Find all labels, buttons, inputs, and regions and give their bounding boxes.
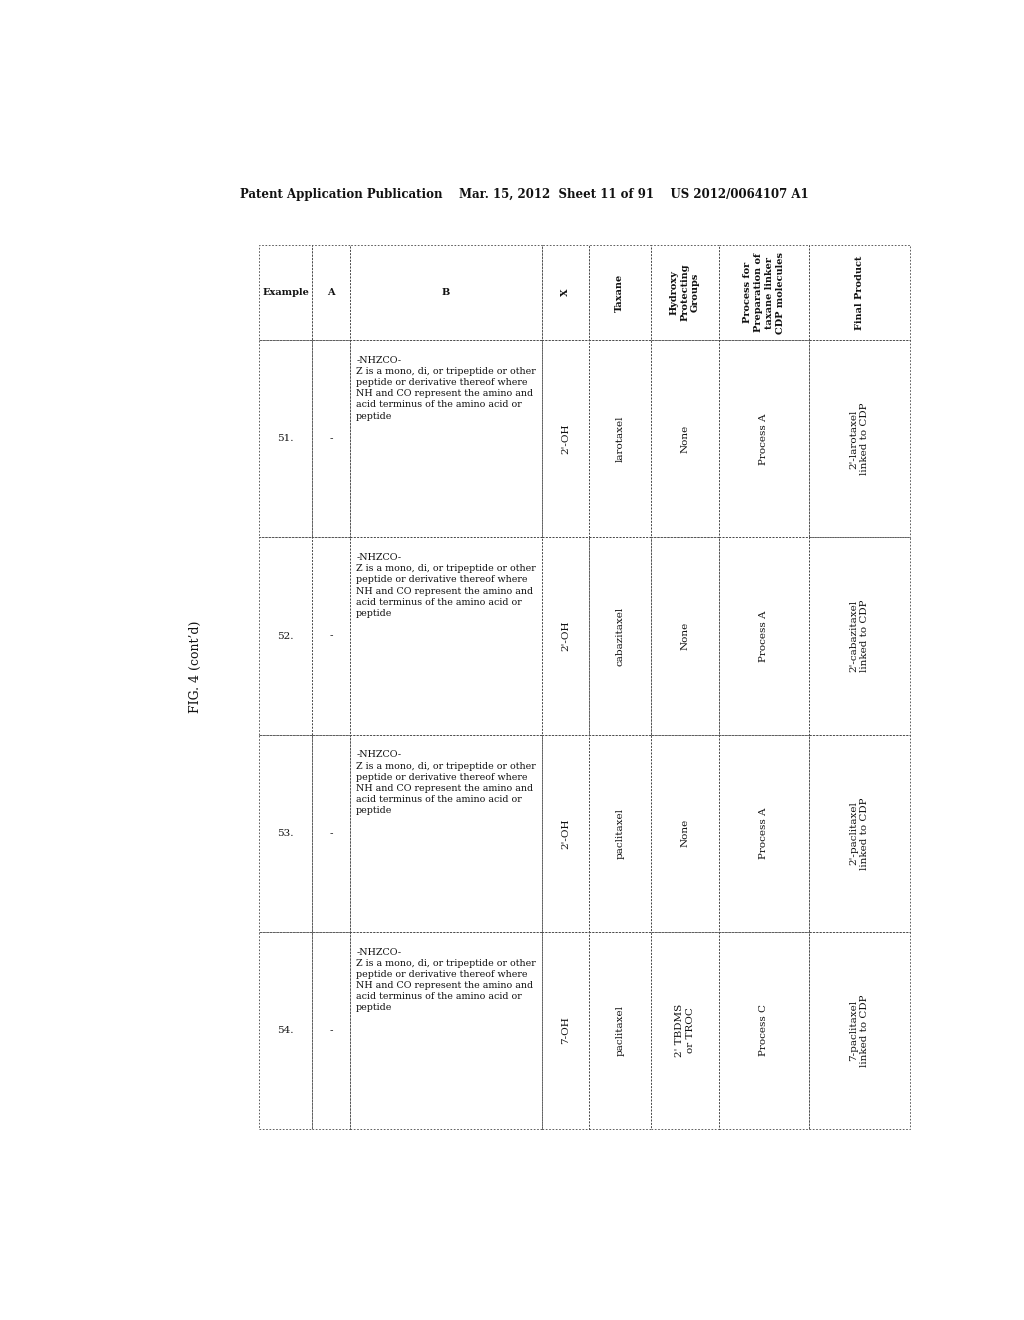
Bar bbox=[650, 341, 719, 537]
Bar bbox=[350, 735, 542, 932]
Bar bbox=[542, 932, 589, 1129]
Text: 2'-cabazitaxel
linked to CDP: 2'-cabazitaxel linked to CDP bbox=[849, 599, 869, 672]
Bar bbox=[312, 341, 350, 537]
Text: X: X bbox=[561, 289, 570, 297]
Text: 52.: 52. bbox=[278, 631, 294, 640]
Bar bbox=[259, 932, 312, 1129]
Bar bbox=[312, 735, 350, 932]
Text: A: A bbox=[328, 288, 335, 297]
Bar bbox=[542, 341, 589, 537]
Bar bbox=[719, 537, 809, 735]
Bar bbox=[542, 735, 589, 932]
Text: 54.: 54. bbox=[278, 1026, 294, 1035]
Text: Process A: Process A bbox=[760, 808, 768, 859]
Bar bbox=[589, 735, 650, 932]
Text: -NHZCO-
Z is a mono, di, or tripeptide or other
peptide or derivative thereof wh: -NHZCO- Z is a mono, di, or tripeptide o… bbox=[356, 948, 536, 1012]
Text: Patent Application Publication    Mar. 15, 2012  Sheet 11 of 91    US 2012/00641: Patent Application Publication Mar. 15, … bbox=[241, 189, 809, 202]
Bar bbox=[809, 932, 909, 1129]
Bar bbox=[259, 244, 312, 341]
Text: -NHZCO-
Z is a mono, di, or tripeptide or other
peptide or derivative thereof wh: -NHZCO- Z is a mono, di, or tripeptide o… bbox=[356, 751, 536, 814]
Text: 2'-OH: 2'-OH bbox=[561, 424, 570, 454]
Text: 2'-OH: 2'-OH bbox=[561, 620, 570, 651]
Bar bbox=[719, 341, 809, 537]
Text: -: - bbox=[330, 631, 333, 640]
Text: 2'-OH: 2'-OH bbox=[561, 818, 570, 849]
Bar bbox=[650, 244, 719, 341]
Text: Taxane: Taxane bbox=[615, 273, 625, 312]
Text: 2' TBDMS
or TROC: 2' TBDMS or TROC bbox=[675, 1003, 694, 1057]
Text: -NHZCO-
Z is a mono, di, or tripeptide or other
peptide or derivative thereof wh: -NHZCO- Z is a mono, di, or tripeptide o… bbox=[356, 356, 536, 421]
Bar bbox=[542, 244, 589, 341]
Bar bbox=[312, 932, 350, 1129]
Text: Process for
Preparation of
taxane linker
CDP molecules: Process for Preparation of taxane linker… bbox=[743, 252, 784, 334]
Bar bbox=[350, 244, 542, 341]
Bar bbox=[650, 537, 719, 735]
Text: Process C: Process C bbox=[760, 1005, 768, 1056]
Bar bbox=[350, 932, 542, 1129]
Bar bbox=[809, 537, 909, 735]
Text: Hydroxy
Protecting
Groups: Hydroxy Protecting Groups bbox=[670, 264, 700, 321]
Bar bbox=[259, 735, 312, 932]
Text: 7-paclitaxel
linked to CDP: 7-paclitaxel linked to CDP bbox=[849, 994, 869, 1067]
Bar bbox=[589, 244, 650, 341]
Bar bbox=[809, 244, 909, 341]
Text: -: - bbox=[330, 829, 333, 838]
Bar bbox=[589, 341, 650, 537]
Bar bbox=[312, 244, 350, 341]
Text: 51.: 51. bbox=[278, 434, 294, 444]
Bar bbox=[312, 537, 350, 735]
Text: None: None bbox=[680, 622, 689, 651]
Bar bbox=[809, 735, 909, 932]
Text: -: - bbox=[330, 1026, 333, 1035]
Bar bbox=[719, 244, 809, 341]
Text: FIG. 4 (cont’d): FIG. 4 (cont’d) bbox=[189, 620, 202, 713]
Text: -NHZCO-
Z is a mono, di, or tripeptide or other
peptide or derivative thereof wh: -NHZCO- Z is a mono, di, or tripeptide o… bbox=[356, 553, 536, 618]
Text: Process A: Process A bbox=[760, 413, 768, 465]
Bar bbox=[589, 932, 650, 1129]
Bar bbox=[259, 341, 312, 537]
Text: 53.: 53. bbox=[278, 829, 294, 838]
Bar bbox=[259, 537, 312, 735]
Text: paclitaxel: paclitaxel bbox=[615, 1005, 625, 1056]
Bar bbox=[350, 537, 542, 735]
Text: None: None bbox=[680, 820, 689, 847]
Bar bbox=[719, 735, 809, 932]
Text: Final Product: Final Product bbox=[855, 255, 864, 330]
Text: -: - bbox=[330, 434, 333, 444]
Bar bbox=[650, 932, 719, 1129]
Bar bbox=[809, 341, 909, 537]
Text: larotaxel: larotaxel bbox=[615, 416, 625, 462]
Bar bbox=[350, 341, 542, 537]
Text: 2'-paclitaxel
linked to CDP: 2'-paclitaxel linked to CDP bbox=[849, 797, 869, 870]
Text: 7-OH: 7-OH bbox=[561, 1016, 570, 1044]
Text: paclitaxel: paclitaxel bbox=[615, 808, 625, 859]
Bar bbox=[650, 735, 719, 932]
Bar bbox=[719, 932, 809, 1129]
Text: cabazitaxel: cabazitaxel bbox=[615, 606, 625, 665]
Text: None: None bbox=[680, 425, 689, 453]
Bar bbox=[589, 537, 650, 735]
Text: B: B bbox=[442, 288, 451, 297]
Text: Example: Example bbox=[262, 288, 309, 297]
Text: Process A: Process A bbox=[760, 610, 768, 661]
Bar bbox=[542, 537, 589, 735]
Text: 2'-larotaxel
linked to CDP: 2'-larotaxel linked to CDP bbox=[849, 403, 869, 475]
